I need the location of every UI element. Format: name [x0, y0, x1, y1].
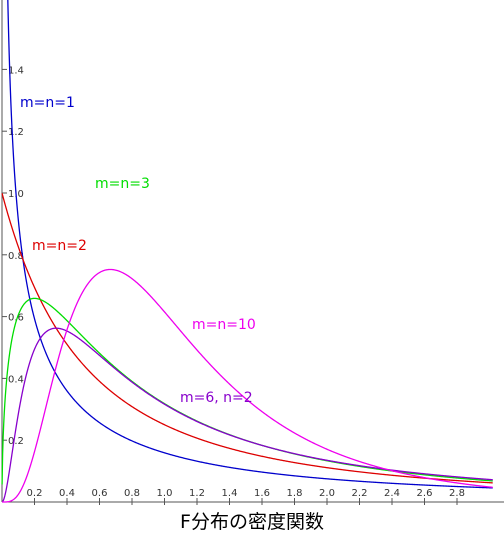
chart-plot: 0.2 0.4 0.6 0.8 1.0 1.2 1.4 1.6 1.8 2.0 2.2 2.4 2.6 2… [1, 0, 504, 505]
series-label-3: m=n=3 [95, 176, 150, 192]
y-tick-label: 0.2 [8, 436, 24, 447]
x-tick-label: 1.6 [254, 488, 270, 499]
series-line-1 [7, 0, 493, 489]
y-tick-label: 1.4 [8, 65, 24, 76]
y-tick-label: 1.2 [8, 127, 24, 138]
x-tick-label: 1.8 [287, 488, 303, 499]
x-tick-label: 2.0 [319, 488, 335, 499]
x-tick-label: 2.8 [449, 488, 465, 499]
x-tick-label: 1.2 [189, 488, 205, 499]
x-tick-label: 1.0 [157, 488, 173, 499]
x-tick-label: 2.2 [352, 488, 368, 499]
series-line-2 [1, 193, 493, 484]
x-tick-label: 2.6 [417, 488, 433, 499]
y-tick-label: 0.6 [8, 313, 24, 324]
series-line-5 [2, 268, 493, 503]
x-tick-label: 0.6 [92, 488, 108, 499]
x-tick-label: 0.8 [124, 488, 140, 499]
x-tick-label: 1.4 [222, 488, 238, 499]
series-line-4 [1, 327, 493, 503]
series-label-1: m=n=1 [20, 95, 75, 111]
series-label-2: m=n=2 [32, 238, 87, 254]
series-label-5: m=n=10 [192, 317, 256, 333]
series-curves [1, 0, 493, 503]
series-labels: m=n=1 m=n=2 m=n=3 m=6, n=2 m=n=10 [20, 95, 256, 406]
chart-title: F分布の密度関数 [180, 511, 324, 533]
x-tick-label: 0.4 [59, 488, 75, 499]
y-tick-label: 0.8 [8, 251, 24, 262]
x-tick-label: 0.2 [27, 488, 43, 499]
series-label-4: m=6, n=2 [180, 390, 253, 406]
x-tick-label: 2.4 [384, 488, 400, 499]
y-tick-label: 0.4 [8, 374, 24, 385]
